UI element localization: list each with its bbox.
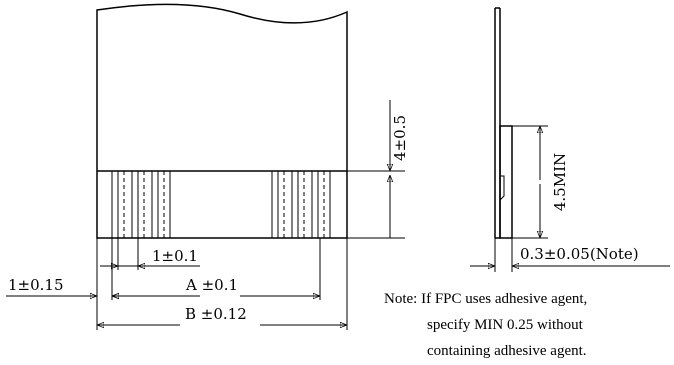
dim-top-height: 4±0.5 <box>347 100 409 239</box>
dim-stiffener-length-label: 4.5MIN <box>551 153 569 211</box>
dim-thickness: 0.3±0.05(Note) <box>470 238 670 272</box>
dim-pitch-label: 1±0.1 <box>152 247 198 265</box>
contact-group-left <box>111 171 171 238</box>
dim-span-b: B ±0.12 <box>97 305 347 325</box>
note-block: Note: If FPC uses adhesive agent, specif… <box>384 291 587 359</box>
dim-span-a: A ±0.1 <box>112 276 320 296</box>
dim-thickness-label: 0.3±0.05(Note) <box>520 245 639 263</box>
note-line-2: specify MIN 0.25 without <box>427 317 584 333</box>
dim-top-height-label: 4±0.5 <box>391 115 409 161</box>
dim-stiffener-length: 4.5MIN <box>512 125 569 239</box>
note-line-1: Note: If FPC uses adhesive agent, <box>384 291 587 307</box>
fpc-outline <box>96 3 348 239</box>
note-line-3: containing adhesive agent. <box>427 343 587 359</box>
dim-span-a-label: A ±0.1 <box>185 276 238 294</box>
dim-offset-label: 1±0.15 <box>8 276 64 294</box>
dim-pitch: 1±0.1 <box>100 247 200 266</box>
dim-span-b-label: B ±0.12 <box>185 305 247 323</box>
side-view <box>494 7 513 239</box>
contact-group-right <box>271 171 331 238</box>
front-view <box>96 3 348 239</box>
dim-offset: 1±0.15 <box>6 276 118 296</box>
